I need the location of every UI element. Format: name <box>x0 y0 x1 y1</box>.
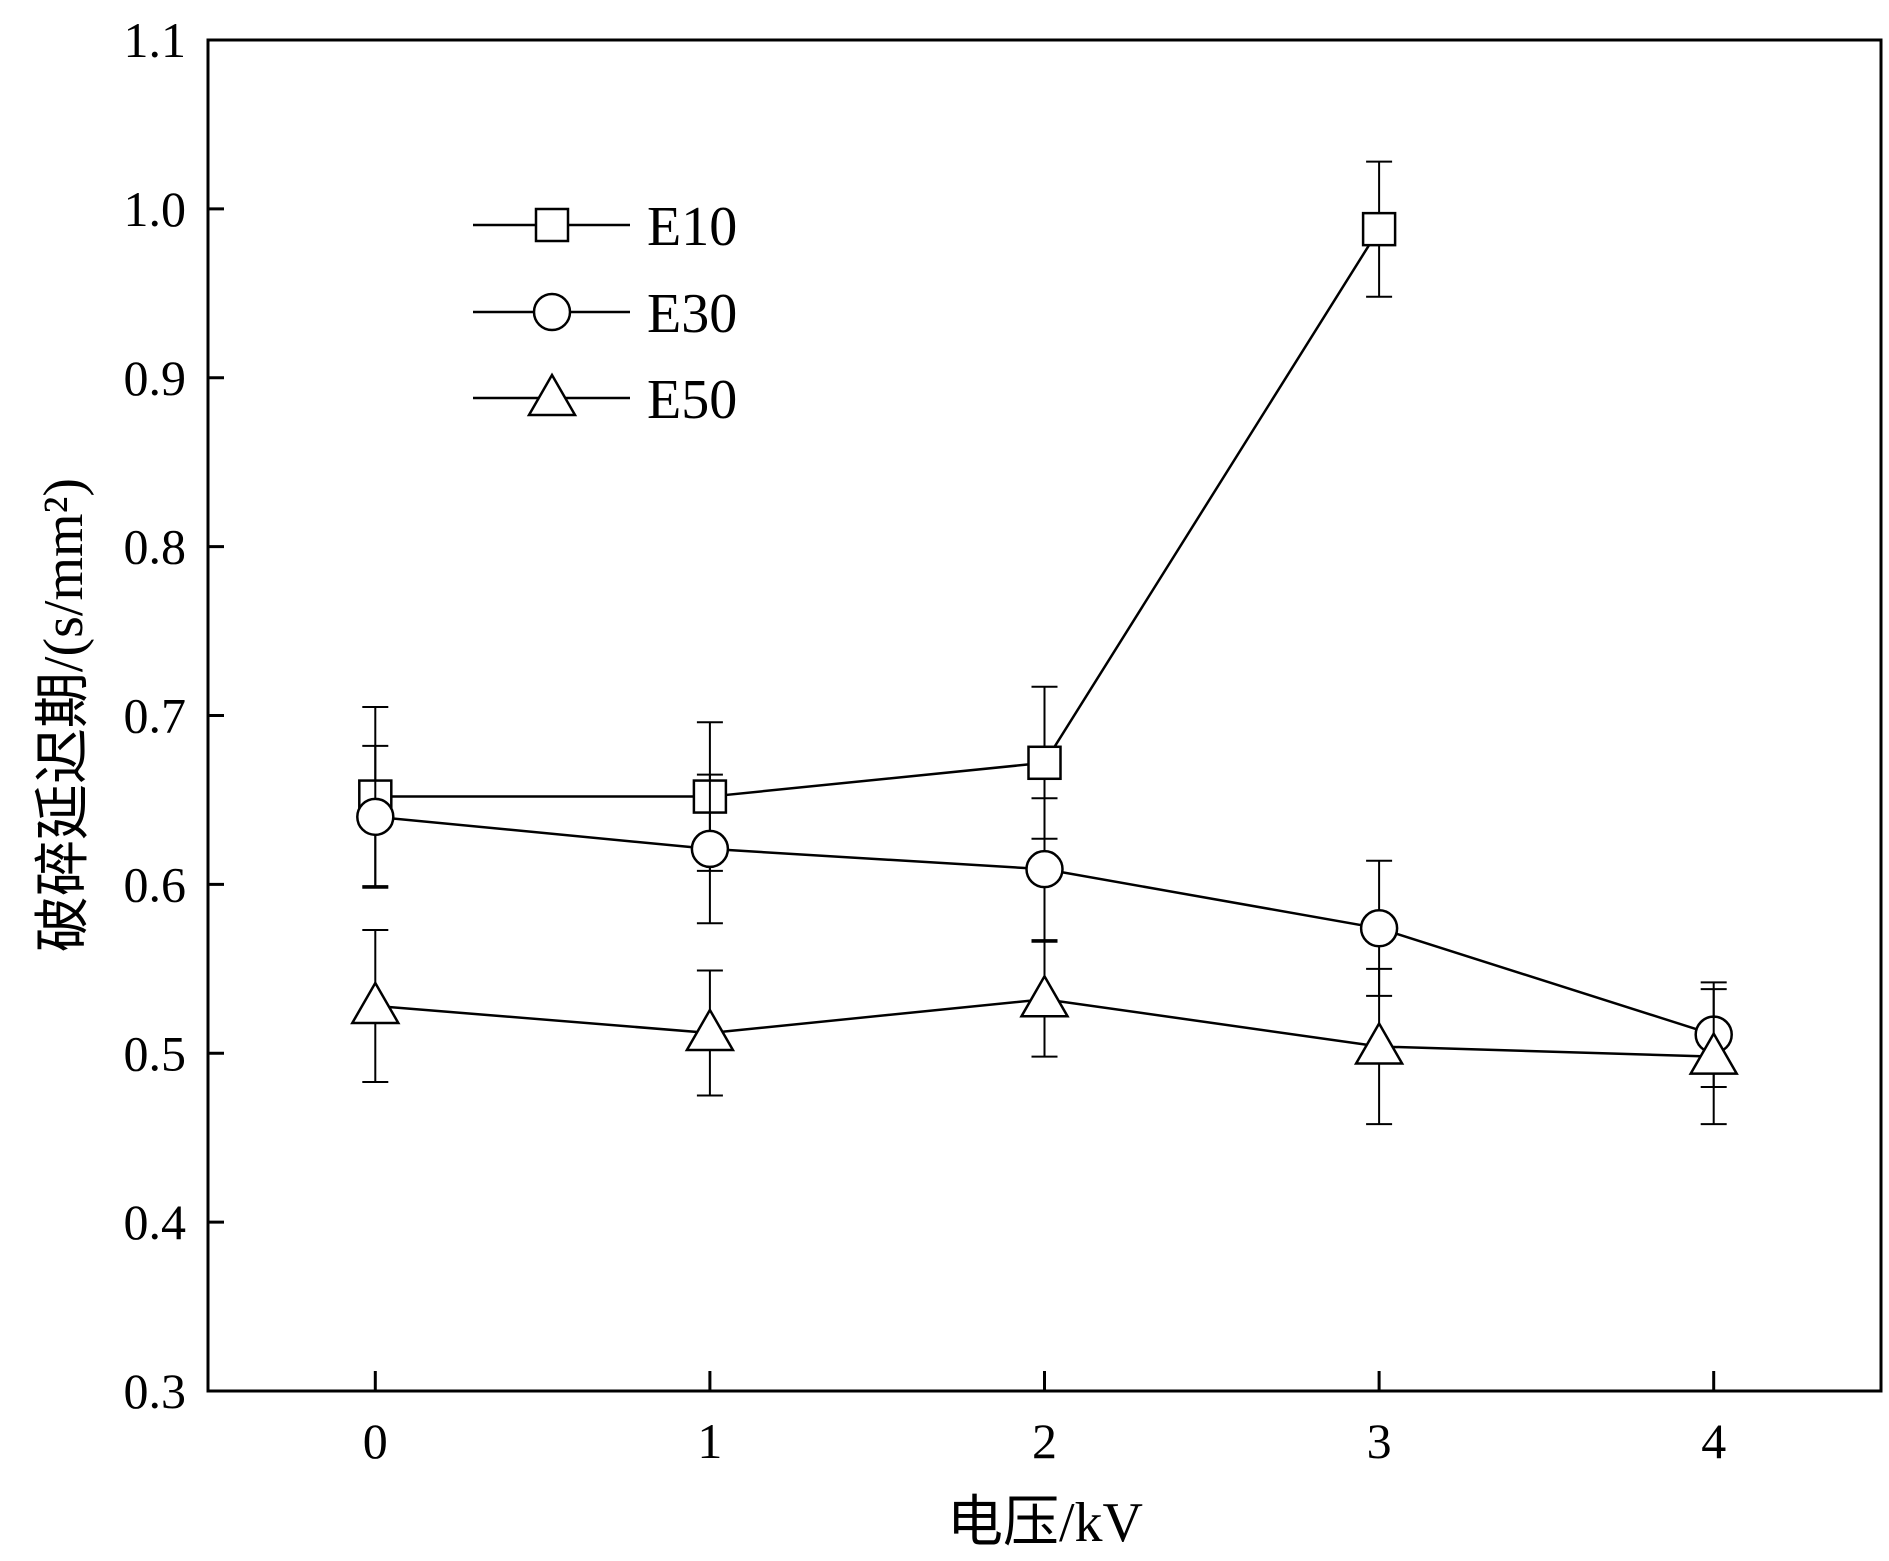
x-tick-label: 4 <box>1701 1413 1726 1469</box>
series-layer <box>350 160 1739 1126</box>
y-axis-title: 破碎延迟期/(s/mm²) <box>33 478 95 952</box>
x-tick-label: 3 <box>1367 1413 1392 1469</box>
x-axis: 0 1 2 3 4 <box>363 1371 1726 1469</box>
legend: E10 E30 E50 <box>473 196 737 431</box>
data-point <box>684 1007 736 1052</box>
legend-marker <box>526 372 578 417</box>
legend-label: E50 <box>647 369 737 431</box>
data-point <box>1027 745 1062 781</box>
data-point <box>690 829 730 869</box>
data-point <box>1361 211 1397 247</box>
legend-marker <box>534 207 570 243</box>
x-axis-title: 电压/kV <box>947 1492 1143 1554</box>
legend-label: E10 <box>647 196 737 258</box>
series-e50 <box>350 928 1739 1126</box>
y-tick-label: 0.5 <box>124 1025 187 1081</box>
y-tick-label: 0.3 <box>124 1363 187 1419</box>
data-point <box>1353 1020 1405 1065</box>
x-tick-label: 2 <box>1032 1413 1057 1469</box>
data-point <box>1019 973 1070 1018</box>
legend-item-e50: E50 <box>473 369 737 431</box>
x-tick-label: 0 <box>363 1413 388 1469</box>
legend-item-e10: E10 <box>473 196 737 258</box>
data-point <box>356 797 395 837</box>
legend-label: E30 <box>647 283 737 345</box>
data-point <box>350 980 401 1025</box>
data-point <box>1025 849 1064 889</box>
y-tick-label: 1.1 <box>124 12 187 68</box>
y-tick-label: 0.9 <box>124 350 187 406</box>
data-point <box>1688 1031 1739 1075</box>
y-tick-label: 0.8 <box>124 519 187 575</box>
y-tick-label: 1.0 <box>124 181 187 237</box>
legend-item-e30: E30 <box>473 283 737 345</box>
y-tick-label: 0.6 <box>124 856 187 912</box>
legend-marker <box>532 292 572 332</box>
series-e10 <box>358 160 1397 888</box>
data-point <box>1359 909 1399 948</box>
y-tick-label: 0.7 <box>124 688 187 744</box>
series-line-e10 <box>375 228 1381 798</box>
y-axis: 0.3 0.4 0.5 0.6 0.7 0.8 0.9 1.0 1.1 <box>124 12 224 1419</box>
x-tick-label: 1 <box>697 1413 722 1469</box>
y-tick-label: 0.4 <box>124 1194 187 1250</box>
